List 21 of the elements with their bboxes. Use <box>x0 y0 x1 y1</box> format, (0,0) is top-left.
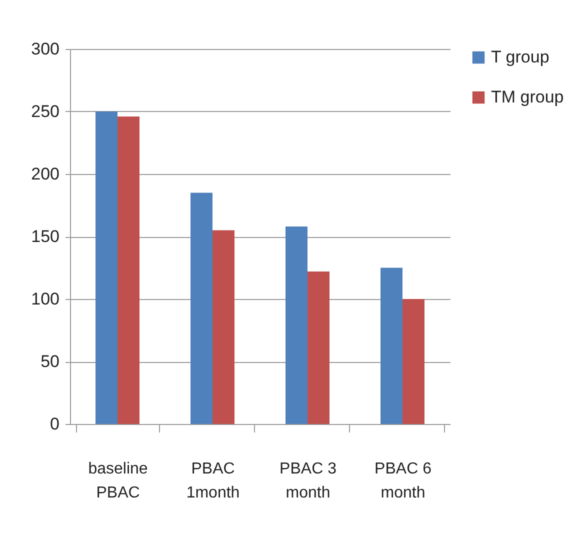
bar <box>118 116 140 424</box>
legend-label: T group <box>491 48 550 66</box>
y-tick-label: 100 <box>31 290 60 308</box>
bar <box>96 112 118 424</box>
bar <box>190 192 212 424</box>
bar <box>286 226 308 424</box>
y-tick-label: 200 <box>31 164 60 184</box>
bar <box>212 230 234 424</box>
y-tick-label: 150 <box>31 227 60 246</box>
bar <box>308 272 330 424</box>
bar <box>380 268 402 424</box>
y-tick-label: 250 <box>31 102 60 121</box>
y-tick-label: 300 <box>31 40 60 58</box>
legend-label: TM group <box>491 88 564 106</box>
x-tick-label: PBAC 6 month <box>374 460 432 502</box>
x-tick-label: baseline PBAC <box>88 460 148 502</box>
y-tick-label: 50 <box>40 352 60 371</box>
bar <box>402 299 424 424</box>
y-tick-label: 0 <box>50 414 60 434</box>
x-tick-label: PBAC 3 month <box>280 460 337 502</box>
x-tick-label: PBAC 1month <box>186 460 240 502</box>
